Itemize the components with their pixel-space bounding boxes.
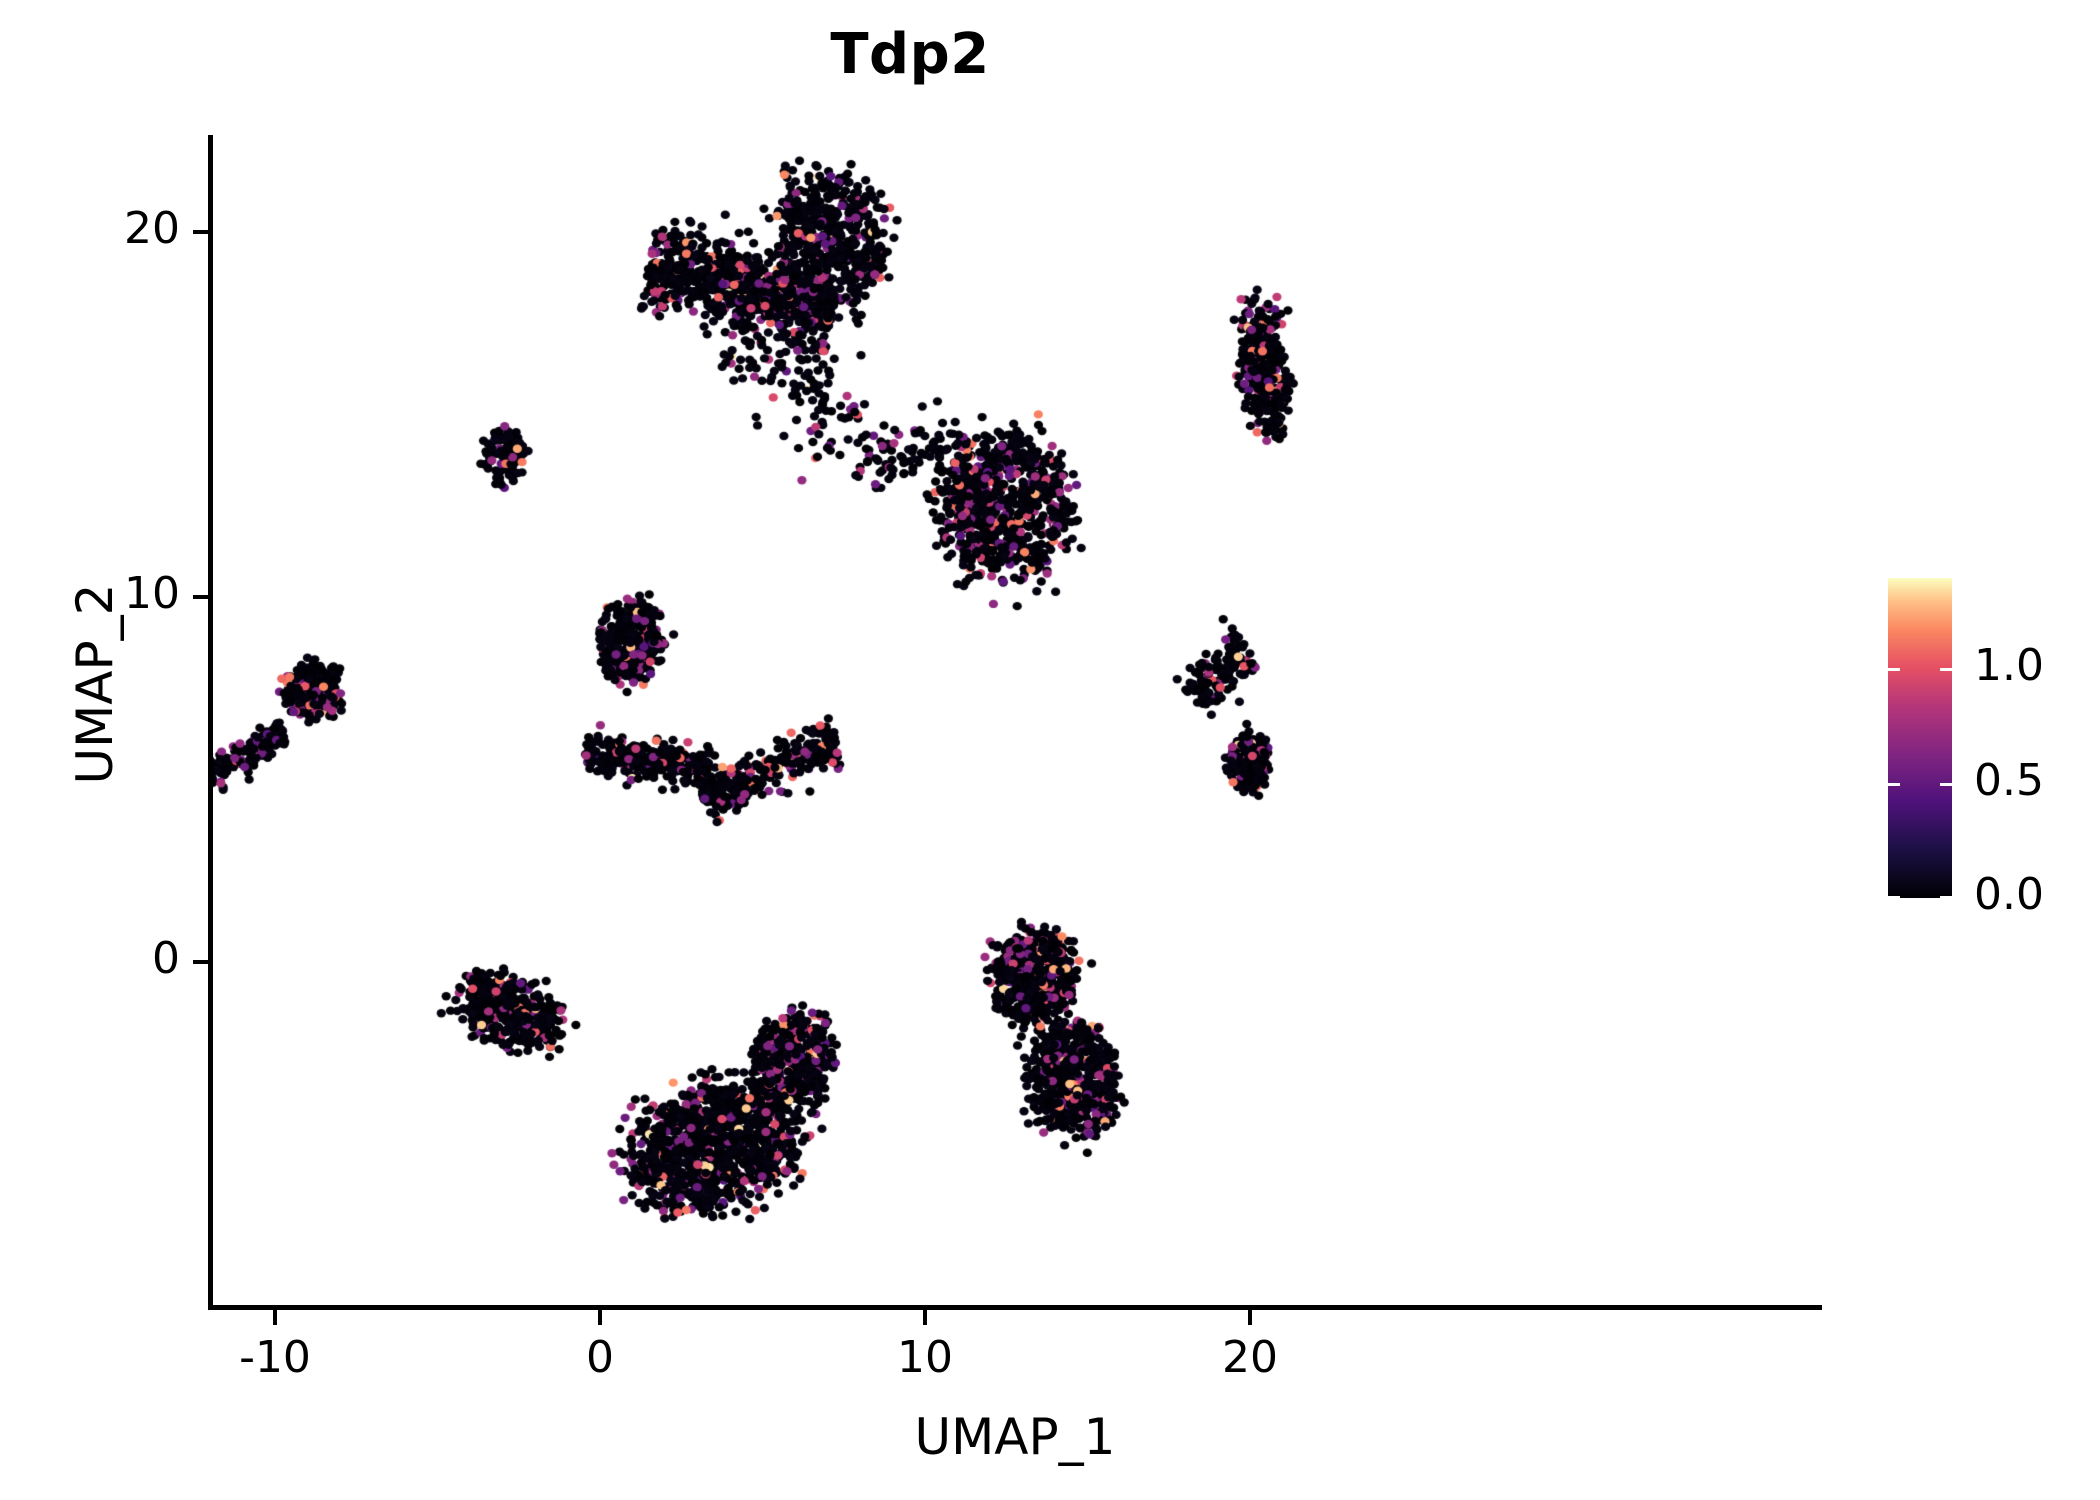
x-ticklabel-0: 0 [586,1332,614,1383]
colorbar-tick-0.5-right [1940,783,1952,786]
colorbar-tick-1.0-right [1940,668,1952,671]
colorbar-label-0.5: 0.5 [1974,755,2044,806]
x-ticklabel-10: 10 [897,1332,953,1383]
y-tick-20 [193,230,208,234]
x-axis-label: UMAP_1 [914,1408,1116,1466]
y-axis-label: UMAP_2 [66,583,124,785]
x-tick-0 [598,1310,602,1325]
y-ticklabel-10: 10 [124,568,180,619]
x-ticklabel-20: 20 [1222,1332,1278,1383]
colorbar-tick-0.0-right [1940,896,1952,899]
colorbar-label-1.0: 1.0 [1974,640,2044,691]
y-axis-spine [208,135,213,1310]
colorbar-tick-0.5-left [1888,783,1900,786]
x-tick-10 [923,1310,927,1325]
colorbar: 1.0 0.5 0.0 [1888,578,2044,920]
y-ticklabel-20: 20 [124,203,180,254]
colorbar-gradient [1888,578,1952,898]
x-ticklabel-minus10: -10 [239,1332,311,1383]
y-ticklabel-0: 0 [152,933,180,984]
y-tick-0 [193,960,208,964]
colorbar-tick-1.0-left [1888,668,1900,671]
x-tick-minus10 [273,1310,277,1325]
x-tick-20 [1248,1310,1252,1325]
scatter-points-canvas [212,135,1820,1308]
y-tick-10 [193,595,208,599]
colorbar-tick-0.0-left [1888,896,1900,899]
plot-area [212,135,1820,1308]
colorbar-label-0.0: 0.0 [1974,869,2044,920]
page-title: Tdp2 [830,22,990,87]
x-axis-spine [208,1305,1822,1310]
